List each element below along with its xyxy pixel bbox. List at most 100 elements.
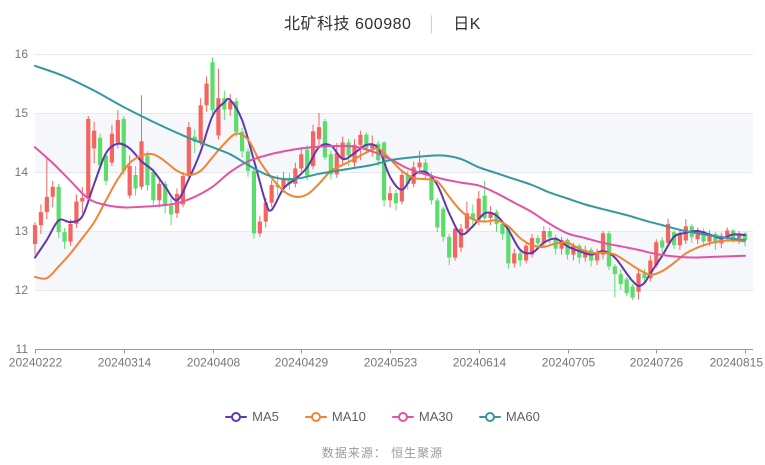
legend-label: MA5 — [252, 409, 279, 424]
candle-body — [80, 197, 85, 202]
candle-body — [381, 142, 387, 201]
candle-body — [405, 174, 410, 184]
candle-body — [68, 223, 73, 242]
candle-body — [299, 154, 304, 169]
legend-item-ma10[interactable]: MA10 — [304, 409, 366, 424]
candle-body — [251, 170, 257, 234]
candle-body — [701, 231, 706, 242]
candle-body — [92, 130, 97, 149]
candle-body — [671, 232, 677, 246]
candle-body — [636, 273, 641, 292]
candle-body — [387, 193, 393, 201]
candle-body — [707, 233, 712, 242]
candle-body — [648, 260, 653, 279]
candle-body — [612, 266, 617, 275]
candle-body — [358, 134, 363, 145]
candle-body — [458, 228, 464, 248]
candle-body — [518, 253, 523, 261]
candle-body — [429, 174, 434, 201]
legend-item-ma30[interactable]: MA30 — [391, 409, 453, 424]
x-axis-label: 20240726 — [630, 356, 684, 370]
candle-body — [340, 142, 345, 160]
kline-chart[interactable]: 11 12 13 14 15 16 20240222 20240314 20240408 2024… — [0, 40, 765, 380]
candle-body — [506, 228, 511, 264]
candle-body — [62, 232, 67, 242]
legend-marker-ma5-icon — [225, 411, 248, 422]
candle-body — [393, 193, 399, 204]
candle-body — [346, 142, 351, 156]
page-title: 北矿科技 600980 │ 日K — [0, 10, 765, 34]
legend-item-ma60[interactable]: MA60 — [478, 409, 540, 424]
candle-body — [163, 183, 168, 206]
candle-body — [470, 213, 475, 220]
legend-label: MA10 — [331, 409, 366, 424]
candle-body — [559, 239, 564, 249]
candle-body — [127, 166, 132, 196]
candle-body — [719, 235, 724, 244]
x-axis-label: 20240523 — [364, 356, 418, 370]
candle-body — [103, 155, 109, 181]
y-axis-label: 12 — [15, 283, 29, 297]
x-axis-label: 20240815 — [710, 356, 764, 370]
candle-body — [310, 131, 316, 167]
title-stock: 北矿科技 600980 — [284, 16, 412, 33]
candle-body — [435, 200, 440, 228]
x-axis-label: 20240408 — [187, 356, 241, 370]
ma-line-ma5 — [34, 97, 746, 287]
x-axis-label: 20240222 — [9, 356, 63, 370]
candle-body — [618, 274, 623, 285]
candle-body — [364, 134, 369, 149]
ma-line-ma30 — [34, 144, 746, 259]
candle-body — [500, 223, 505, 234]
data-source: 数据来源： 恒生聚源 — [321, 446, 444, 460]
candle-body — [630, 286, 635, 298]
legend-item-ma5[interactable]: MA5 — [225, 409, 279, 424]
y-axis-label: 11 — [16, 342, 29, 356]
candle-body — [210, 62, 215, 111]
candle-body — [423, 162, 428, 175]
legend-marker-ma10-icon — [304, 411, 327, 422]
legend-label: MA30 — [418, 409, 453, 424]
candle-body — [151, 172, 156, 201]
candle-body — [736, 233, 742, 239]
candle-body — [198, 105, 203, 142]
candle-body — [742, 233, 748, 240]
candle-body — [281, 177, 286, 188]
candle-body — [38, 212, 44, 226]
candle-body — [713, 233, 718, 244]
y-axis-label: 13 — [15, 224, 29, 238]
candle-body — [512, 253, 517, 264]
candle-body — [464, 213, 470, 229]
y-axis-label: 16 — [15, 47, 29, 61]
title-period: 日K — [453, 16, 481, 33]
candle-body — [476, 198, 481, 220]
candle-body — [606, 233, 612, 267]
candle-body — [44, 196, 49, 213]
chart-legend: MA5 MA10 MA30 MA60 — [0, 409, 765, 424]
candle-body — [115, 120, 120, 143]
candle-body — [417, 162, 422, 168]
candle-body — [234, 101, 239, 132]
candle-body — [541, 231, 546, 243]
x-axis-label: 20240614 — [453, 356, 507, 370]
candle-body — [600, 233, 606, 255]
candle-body — [571, 245, 576, 255]
candle-body — [139, 141, 144, 187]
candle-body — [642, 273, 647, 279]
candle-body — [287, 177, 292, 184]
candle-body — [74, 201, 79, 224]
candle-body — [216, 98, 221, 136]
candle-body — [376, 143, 381, 161]
candle-body — [334, 153, 339, 175]
y-axis-label: 15 — [15, 106, 29, 120]
candle-body — [86, 118, 91, 198]
candle-body — [50, 186, 55, 197]
candle-body — [269, 184, 274, 203]
candle-body — [305, 149, 310, 176]
candle-body — [695, 231, 700, 240]
candle-body — [97, 137, 103, 166]
candle-body — [452, 228, 458, 258]
ma-line-ma60 — [34, 64, 746, 241]
candle-body — [677, 233, 683, 246]
